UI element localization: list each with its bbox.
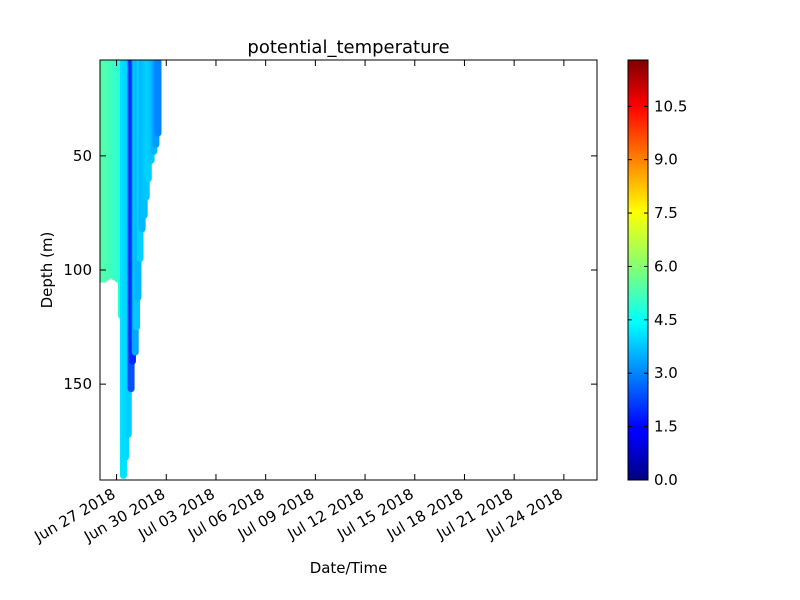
colorbar-tick-label: 1.5 [654,418,678,436]
chart-title: potential_temperature [247,37,449,58]
colorbar-tick-label: 9.0 [654,151,678,169]
x-axis-label: Date/Time [310,559,388,577]
colorbar-tick-label: 0.0 [654,471,678,489]
y-axis: 50 100 150 [63,147,597,393]
y-axis-label: Depth (m) [38,232,56,309]
data-layer [100,60,162,479]
colorbar-tick-label: 4.5 [654,311,678,329]
y-tick-label: 150 [63,375,92,393]
colorbar-tick-label: 10.5 [654,97,687,115]
colorbar-tick-label: 6.0 [654,257,678,275]
colorbar [627,59,649,481]
y-tick-label: 100 [63,261,92,279]
colorbar-tick-label: 3.0 [654,364,678,382]
colorbar-tick-label: 7.5 [654,204,678,222]
plot-frame [99,59,598,481]
y-tick-label: 50 [73,147,92,165]
colorbar-ticks: 0.0 1.5 3.0 4.5 6.0 7.5 9.0 10.5 [628,97,687,489]
